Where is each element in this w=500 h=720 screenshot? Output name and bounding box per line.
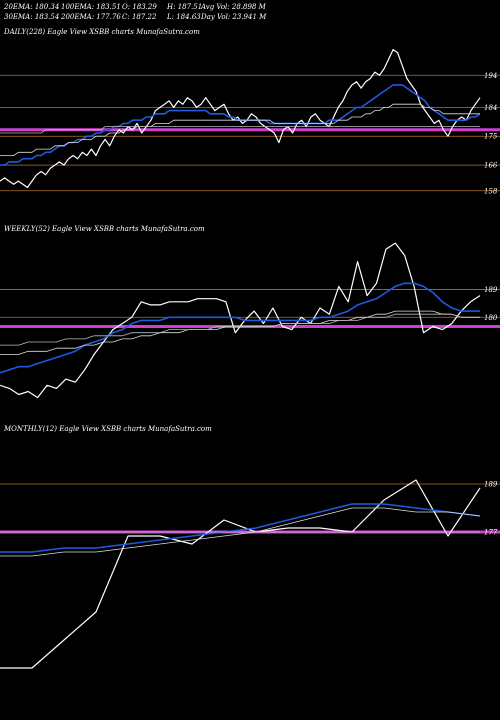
y-tick-label: 175 xyxy=(484,133,498,141)
close-label: C: 187.22 xyxy=(122,13,157,21)
daily-panel-label: DAILY(228) Eagle View XSBB charts Munafa… xyxy=(4,28,200,36)
weekly-panel-label: WEEKLY(52) Eagle View XSBB charts Munafa… xyxy=(4,225,205,233)
high-label: H: 187.51 xyxy=(167,3,203,11)
ema-slow-line xyxy=(0,126,480,134)
header-row-1: 20EMA: 180.34 100EMA: 183.51 O: 183.29 H… xyxy=(4,3,500,12)
low-label: L: 184.63 xyxy=(167,13,201,21)
ema-fast-line xyxy=(0,282,480,374)
y-tick-label: 166 xyxy=(484,162,498,170)
ema100-label: 100EMA: 183.51 xyxy=(61,3,121,11)
ema-fast-line xyxy=(0,503,481,553)
header-row-2: 30EMA: 183.54 200EMA: 177.76 C: 187.22 L… xyxy=(4,13,500,22)
y-tick-label: 189 xyxy=(484,481,498,489)
ema-mid-line xyxy=(0,103,480,156)
open-label: O: 183.29 xyxy=(122,3,157,11)
ema30-label: 30EMA: 183.54 xyxy=(4,13,60,21)
price-line xyxy=(0,48,481,189)
ema-fast-line xyxy=(0,84,481,166)
y-tick-label: 189 xyxy=(484,286,498,294)
ema-slow-line xyxy=(0,313,480,346)
day-vol-label: Day Vol: 23.941 M xyxy=(201,13,267,21)
avg-vol-label: Avg Vol: 28.898 M xyxy=(201,3,266,11)
ema-mid-line xyxy=(0,507,481,557)
price-line xyxy=(0,479,481,669)
y-tick-label: 194 xyxy=(484,72,497,80)
y-tick-label: 180 xyxy=(484,314,498,322)
y-tick-label: 177 xyxy=(484,529,498,537)
monthly-panel-label: MONTHLY(12) Eagle View XSBB charts Munaf… xyxy=(4,425,212,433)
y-tick-label: 158 xyxy=(484,187,498,195)
ema200-label: 200EMA: 177.76 xyxy=(61,13,121,21)
price-line xyxy=(0,242,481,399)
y-tick-label: 184 xyxy=(484,104,497,112)
ema20-label: 20EMA: 180.34 xyxy=(4,3,60,11)
